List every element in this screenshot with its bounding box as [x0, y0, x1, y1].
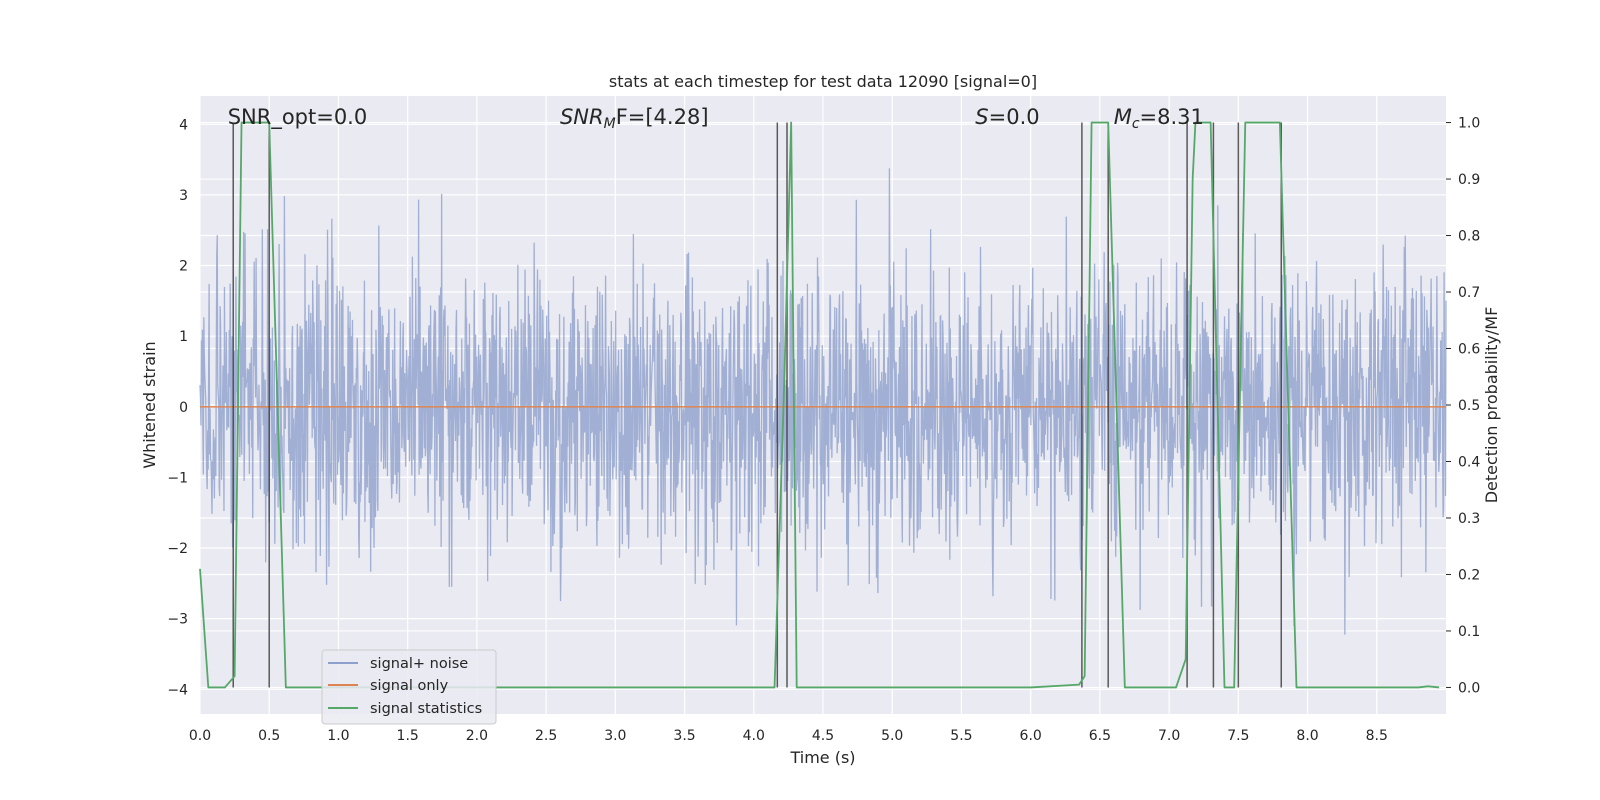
y-right-tick-label: 0.5: [1458, 398, 1480, 414]
y-right-tick-label: 0.1: [1458, 624, 1480, 640]
y-tick-label: 1: [179, 329, 188, 345]
y-right-tick-label: 0.0: [1458, 680, 1480, 696]
y-tick-label: 4: [179, 117, 188, 133]
y-tick-label: −4: [167, 682, 188, 698]
x-tick-label: 0.0: [189, 728, 211, 744]
x-tick-label: 6.0: [1020, 728, 1042, 744]
annotation-snr-mf-main: SNR: [560, 105, 604, 129]
x-tick-label: 4.0: [743, 728, 765, 744]
y-tick-label: −1: [167, 470, 188, 486]
x-tick-label: 1.5: [397, 728, 419, 744]
annotation-snr-mf: SNRMF=[4.28]: [560, 105, 709, 132]
legend: signal+ noise signal only signal statist…: [321, 649, 497, 725]
x-tick-label: 5.0: [881, 728, 903, 744]
x-tick-label: 4.5: [812, 728, 834, 744]
series-signal-statistics: [199, 121, 1440, 689]
y-right-tick-label: 0.3: [1458, 511, 1480, 527]
x-axis-label: Time (s): [789, 748, 855, 767]
x-tick-label: 2.5: [535, 728, 557, 744]
y-right-tick-label: 0.8: [1458, 229, 1480, 245]
y-right-tick-label: 0.4: [1458, 454, 1480, 470]
y-axis-ticks: −4 −3 −2 −1 0 1 2 3 4: [167, 117, 188, 698]
annotation-snr-mf-sub: M: [604, 116, 616, 132]
y-tick-label: 3: [179, 188, 188, 204]
annotation-snr-mf-tail: F=[4.28]: [616, 105, 709, 129]
y-tick-label: −3: [167, 612, 188, 628]
annotation-mc-main: M: [1114, 105, 1132, 129]
y-right-axis-ticks: 0.0 0.1 0.2 0.3 0.4 0.5 0.6 0.7 0.8 0.9 1.0: [1446, 116, 1480, 696]
annotation-mc: Mc=8.31: [1114, 105, 1204, 132]
y-right-tick-label: 0.6: [1458, 342, 1480, 358]
vertical-lines: [232, 122, 1283, 688]
chart-title: stats at each timestep for test data 120…: [609, 72, 1037, 91]
legend-label-signal-statistics: signal statistics: [370, 701, 482, 717]
annotation-mc-tail: =8.31: [1140, 105, 1204, 129]
x-tick-label: 1.0: [327, 728, 349, 744]
y-axis-label: Whitened strain: [140, 341, 159, 468]
x-tick-label: 7.5: [1227, 728, 1249, 744]
x-tick-label: 8.0: [1296, 728, 1318, 744]
y-right-tick-label: 0.2: [1458, 567, 1480, 583]
y-right-tick-label: 0.9: [1458, 172, 1480, 188]
x-tick-label: 7.0: [1158, 728, 1180, 744]
x-tick-label: 0.5: [258, 728, 280, 744]
x-tick-label: 6.5: [1089, 728, 1111, 744]
legend-box: [321, 649, 497, 725]
annotation-mc-sub: c: [1132, 116, 1140, 132]
annotation-s-stat: S=0.0: [975, 105, 1039, 129]
x-tick-label: 3.5: [673, 728, 695, 744]
y-right-axis-label: Detection probability/MF: [1482, 307, 1501, 504]
legend-label-signal-plus-noise: signal+ noise: [370, 656, 468, 672]
x-tick-label: 5.5: [950, 728, 972, 744]
annotation-s-stat-main: S: [975, 105, 988, 129]
signal-statistics-line: [199, 121, 1440, 689]
x-tick-label: 8.5: [1366, 728, 1388, 744]
x-tick-label: 2.0: [466, 728, 488, 744]
y-tick-label: 2: [179, 259, 188, 275]
y-tick-label: 0: [179, 400, 188, 416]
y-tick-label: −2: [167, 541, 188, 557]
annotations: SNR_opt=0.0 SNRMF=[4.28] S=0.0 Mc=8.31: [228, 105, 1204, 132]
annotation-snr-opt: SNR_opt=0.0: [228, 105, 368, 130]
y-right-tick-label: 1.0: [1458, 116, 1480, 132]
annotation-s-stat-tail: =0.0: [989, 105, 1040, 129]
y-right-tick-label: 0.7: [1458, 285, 1480, 301]
x-axis-ticks: 0.0 0.5 1.0 1.5 2.0 2.5 3.0 3.5 4.0 4.5 5.0 5.5 6.0 6…: [189, 728, 1388, 744]
annotation-snr-opt-main: SNR_opt=0.0: [228, 105, 368, 130]
x-tick-label: 3.0: [604, 728, 626, 744]
legend-label-signal-only: signal only: [370, 678, 449, 694]
